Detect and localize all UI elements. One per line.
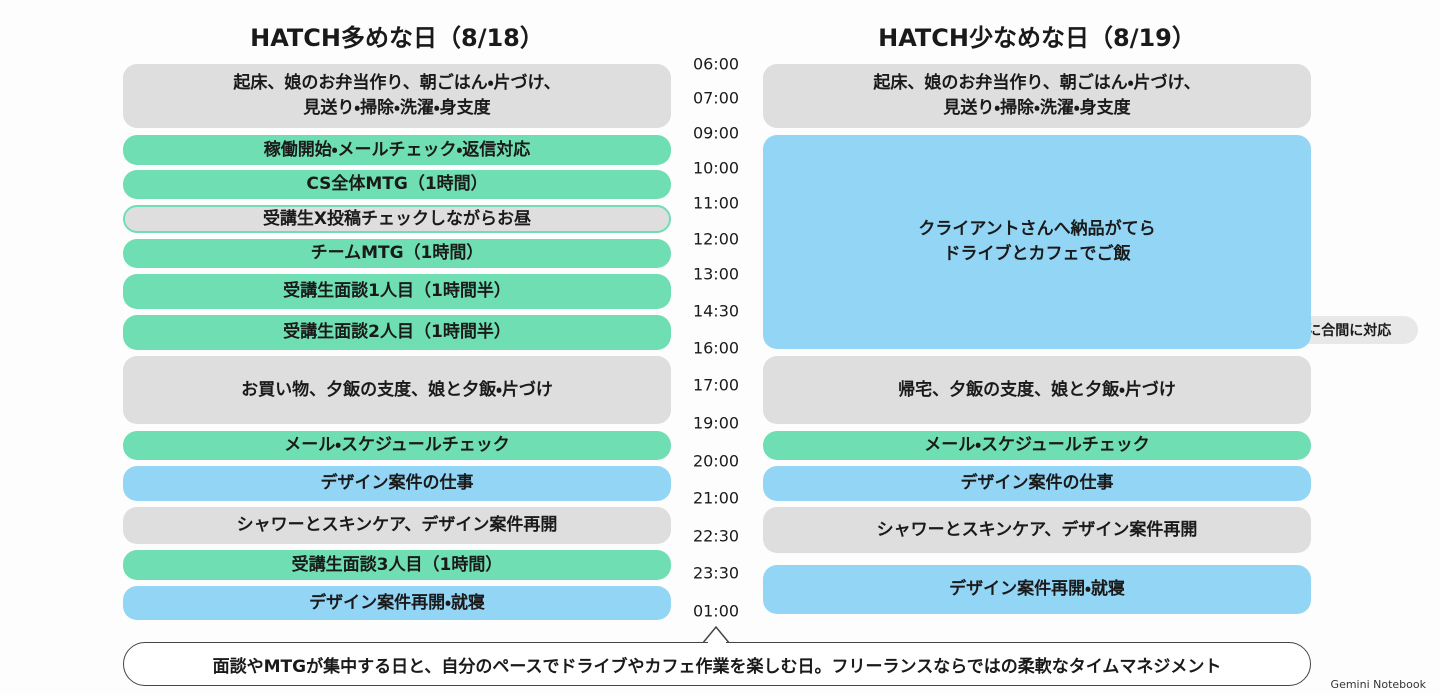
schedule-block: デザイン案件の仕事 [763, 466, 1311, 501]
block-text: シャワーとスキンケア、デザイン案件再開 [236, 515, 558, 535]
time-label: 10:00 [692, 158, 740, 178]
time-label: 01:00 [692, 601, 740, 621]
time-label: 13:00 [692, 264, 740, 284]
schedule-block: チームMTG（1時間） [123, 239, 671, 268]
schedule-block: 起床、娘のお弁当作り、朝ごはん・片づけ、 見送り・掃除・洗濯・身支度 [763, 64, 1311, 128]
block-text: 起床、娘のお弁当作り、朝ごはん・片づけ、 [233, 73, 561, 93]
block-text: メール・スケジュールチェック [284, 435, 510, 455]
block-text: 受講生面談1人目（1時間半） [283, 281, 511, 301]
time-label: 19:00 [692, 413, 740, 433]
block-text: クライアントさんへ納品がてら [918, 219, 1156, 239]
schedule-block: 稼働開始・メールチェック・返信対応 [123, 135, 671, 165]
time-label: 11:00 [692, 193, 740, 213]
block-text: デザイン案件の仕事 [960, 473, 1114, 493]
schedule-block: 受講生X投稿チェックしながらお昼 [123, 205, 671, 233]
schedule-block: 受講生面談3人目（1時間） [123, 550, 671, 580]
block-text: メール・スケジュールチェック [924, 435, 1150, 455]
block-text: 受講生面談2人目（1時間半） [283, 322, 511, 342]
block-text: 見送り・掃除・洗濯・身支度 [943, 98, 1131, 118]
block-text: 見送り・掃除・洗濯・身支度 [303, 98, 491, 118]
schedule-block: デザイン案件再開・就寝 [123, 586, 671, 620]
time-label: 17:00 [692, 375, 740, 395]
time-label: 06:00 [692, 54, 740, 74]
schedule-block: メール・スケジュールチェック [123, 431, 671, 460]
block-text: 受講生面談3人目（1時間） [291, 554, 503, 575]
time-label: 20:00 [692, 451, 740, 471]
block-text: デザイン案件の仕事 [320, 473, 474, 493]
block-text: ドライブとカフェでご飯 [943, 244, 1131, 264]
schedule-block: CS全体MTG（1時間） [123, 170, 671, 199]
time-label: 23:30 [692, 563, 740, 583]
time-label: 09:00 [692, 123, 740, 143]
block-text: お買い物、夕飯の支度、娘と夕飯・片づけ [241, 379, 553, 400]
schedule-block: 帰宅、夕飯の支度、娘と夕飯・片づけ [763, 356, 1311, 424]
footer-pointer [701, 625, 731, 645]
footer: 面談やMTGが集中する日と、自分のペースでドライブやカフェ作業を楽しむ日。フリー… [123, 642, 1311, 686]
schedule-block: シャワーとスキンケア、デザイン案件再開 [763, 507, 1311, 553]
block-text: デザイン案件再開・就寝 [309, 592, 485, 613]
block-text: 起床、娘のお弁当作り、朝ごはん・片づけ、 [873, 73, 1201, 93]
footer-pointer-cover [708, 640, 726, 646]
schedule-block: デザイン案件再開・就寝 [763, 565, 1311, 614]
time-label: 21:00 [692, 488, 740, 508]
block-text: 帰宅、夕飯の支度、娘と夕飯・片づけ [898, 379, 1176, 400]
schedule-block: デザイン案件の仕事 [123, 466, 671, 501]
block-text: 稼働開始・メールチェック・返信対応 [263, 139, 531, 160]
block-text: デザイン案件再開・就寝 [949, 579, 1125, 599]
time-label: 16:00 [692, 338, 740, 358]
watermark: Gemini Notebook [1330, 678, 1426, 691]
block-text: チームMTG（1時間） [310, 243, 484, 263]
block-text: 受講生X投稿チェックしながらお昼 [262, 208, 532, 229]
time-label: 07:00 [692, 88, 740, 108]
schedule-block: メール・スケジュールチェック [763, 431, 1311, 460]
left-title: HATCH多めな日（8/18） [250, 24, 544, 52]
block-text: シャワーとスキンケア、デザイン案件再開 [876, 519, 1198, 540]
schedule-block: 受講生面談2人目（1時間半） [123, 315, 671, 350]
time-label: 12:00 [692, 229, 740, 249]
right-title: HATCH少なめな日（8/19） [878, 24, 1196, 52]
schedule-block: 起床、娘のお弁当作り、朝ごはん・片づけ、 見送り・掃除・洗濯・身支度 [123, 64, 671, 128]
block-text: CS全体MTG（1時間） [306, 174, 488, 194]
schedule-block: シャワーとスキンケア、デザイン案件再開 [123, 507, 671, 544]
schedule-block: 受講生面談1人目（1時間半） [123, 274, 671, 309]
time-label: 22:30 [692, 526, 740, 546]
time-label: 14:30 [692, 301, 740, 321]
schedule-block: お買い物、夕飯の支度、娘と夕飯・片づけ [123, 356, 671, 424]
schedule-block: クライアントさんへ納品がてら ドライブとカフェでご飯 [763, 135, 1311, 349]
